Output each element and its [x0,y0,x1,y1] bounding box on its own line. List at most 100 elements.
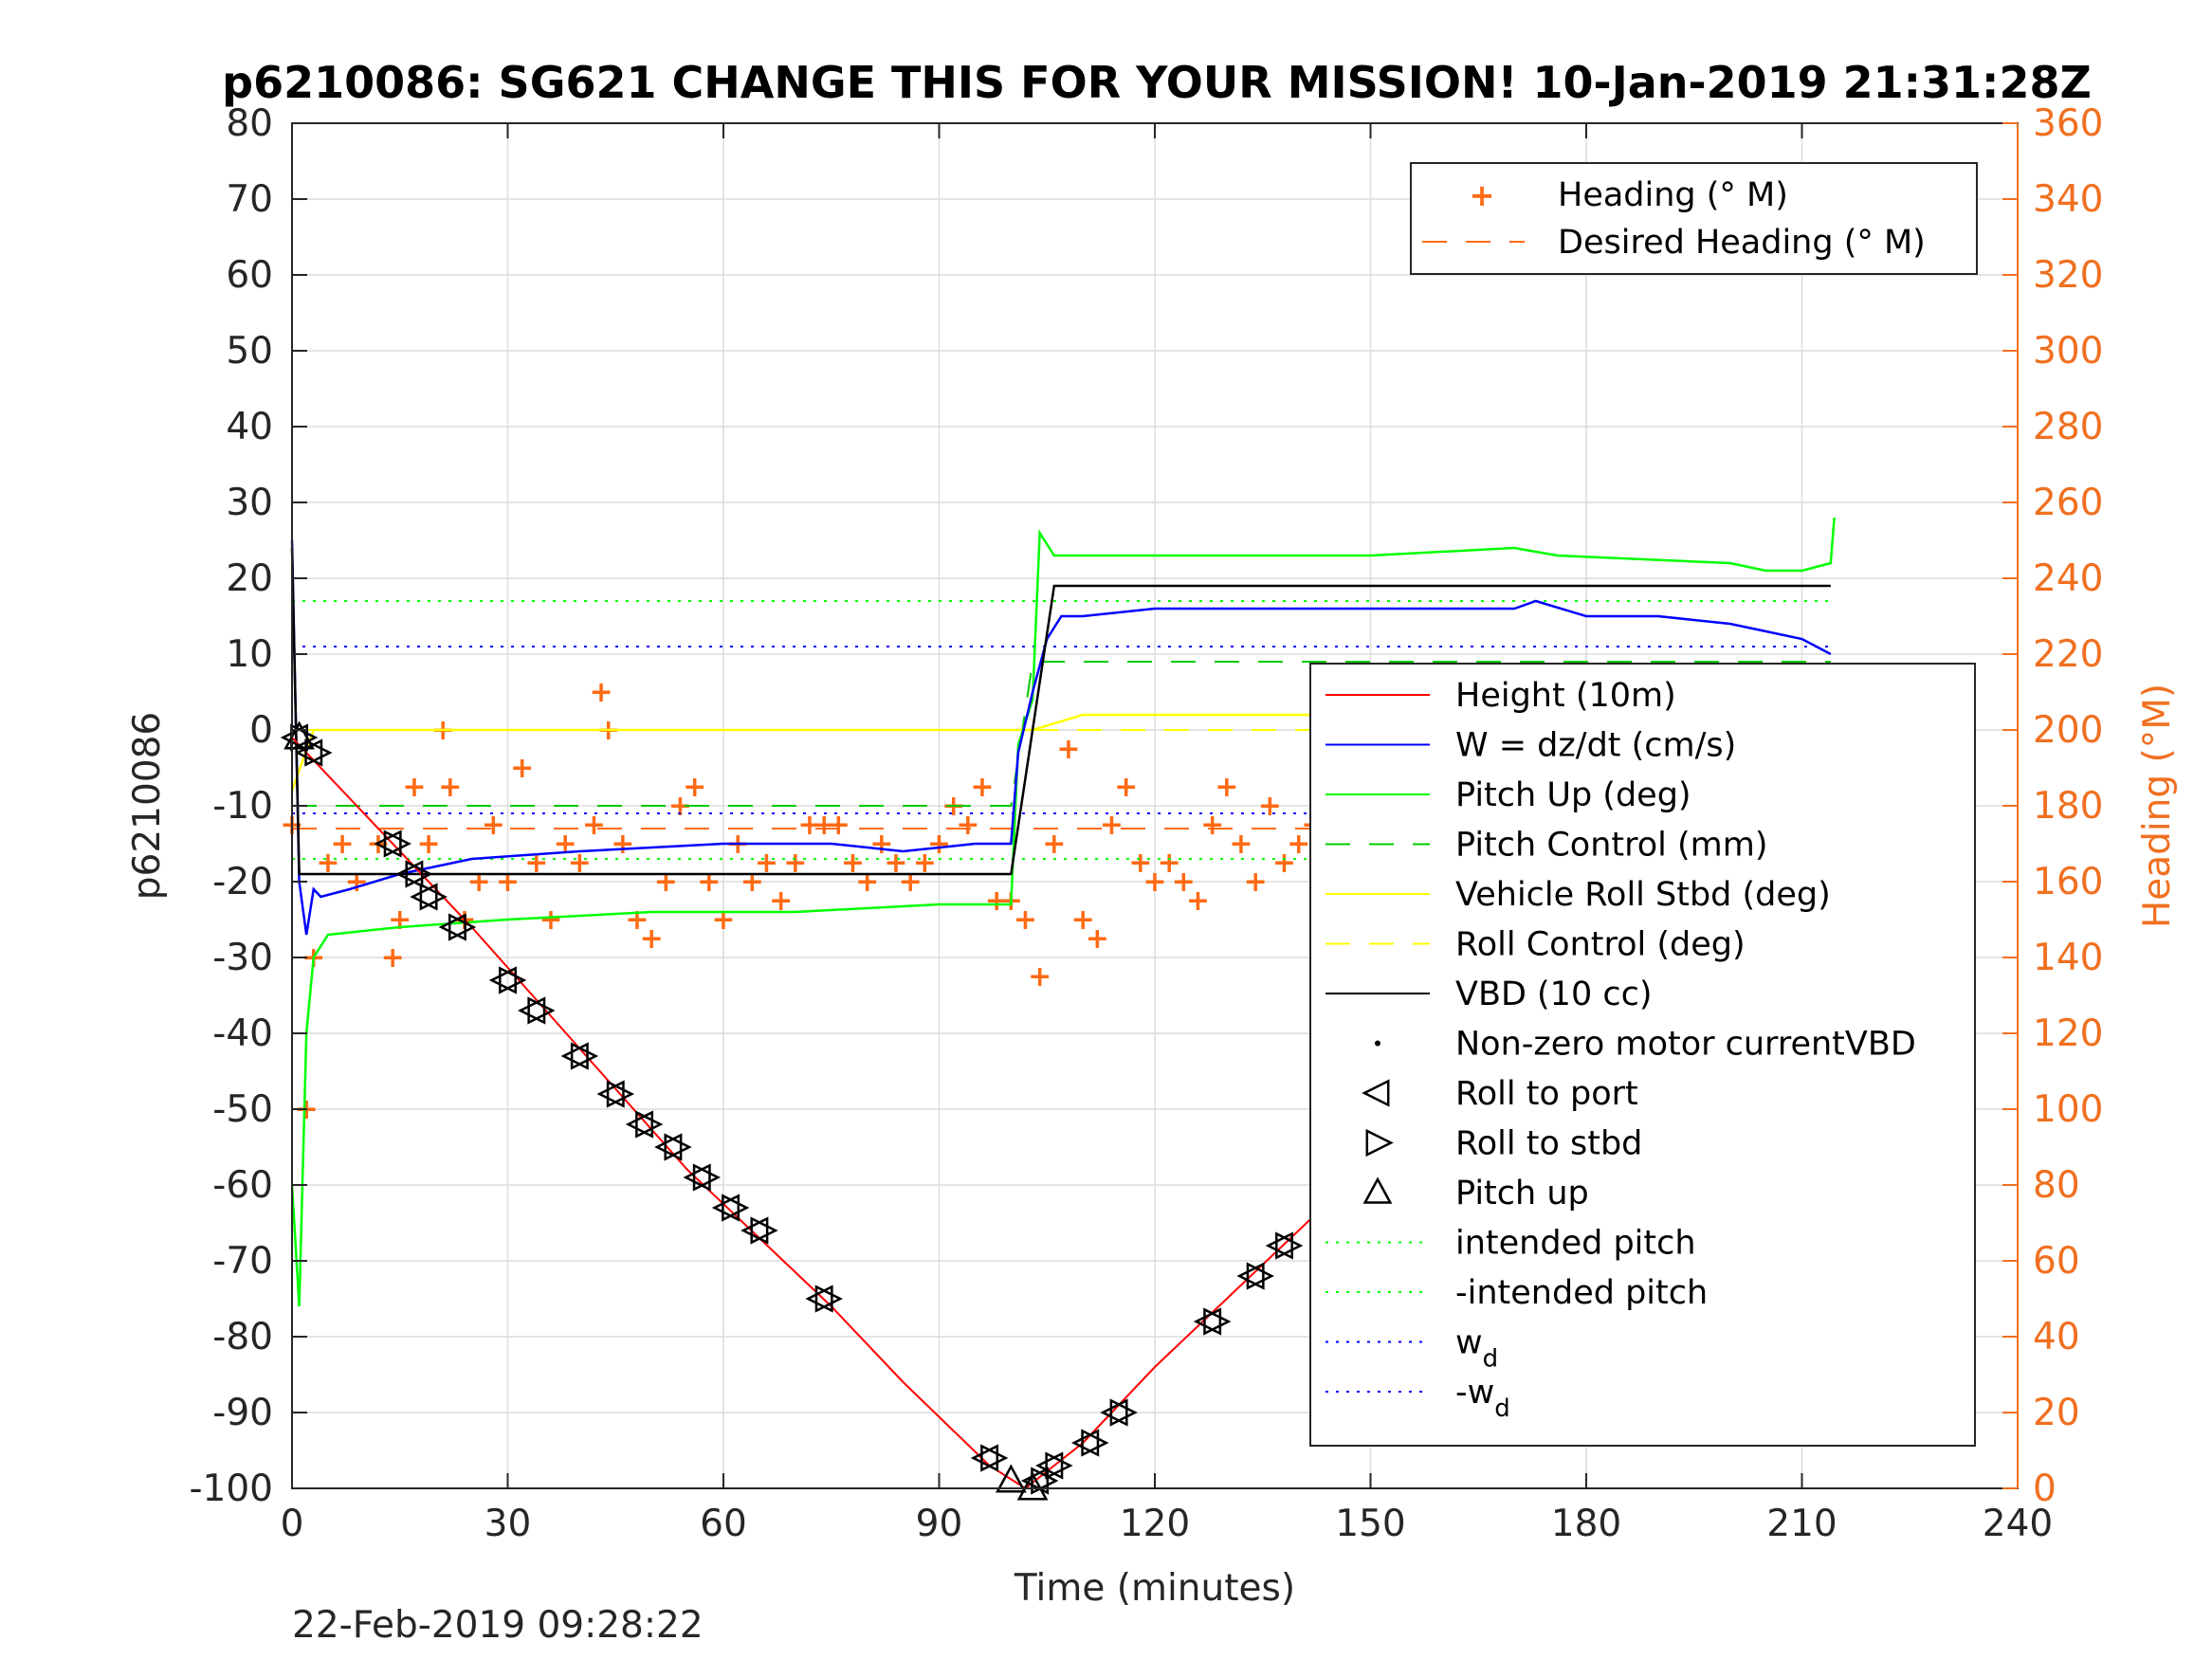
roll-to-stbd-marker [635,1110,664,1139]
y-tick-label: -40 [212,1012,273,1055]
x-tick-label: 120 [1120,1503,1190,1545]
roll-to-stbd-marker [1203,1307,1232,1336]
heading-point: + [1287,828,1310,861]
heading-point: + [1143,866,1166,899]
roll-to-stbd-marker [419,883,448,911]
roll-to-stbd-marker [1109,1398,1138,1427]
series-line [290,539,1832,936]
y-tick-label: 30 [226,482,273,524]
heading-point: + [438,771,462,804]
y2-tick-label: 200 [2033,709,2103,752]
roll-to-port-marker [970,1444,999,1472]
roll-to-stbd-marker [1275,1231,1304,1260]
heading-point: + [611,828,634,861]
heading-point: + [711,903,735,937]
roll-to-port-marker [438,913,466,941]
y2-tick-label: 100 [2033,1088,2103,1131]
legend-label: Roll to port [1455,1075,1638,1113]
heading-point: + [1056,733,1080,766]
legend-label: Pitch Control (mm) [1455,827,1767,865]
y2-tick-label: 140 [2033,937,2103,979]
heading-point: + [381,941,405,975]
roll-to-stbd-marker [1045,1451,1073,1480]
y2-tick-label: 120 [2033,1012,2103,1055]
x-tick-label: 90 [916,1503,963,1545]
heading-point: + [697,866,721,899]
heading-point: + [1229,828,1252,861]
y-tick-label: 20 [226,557,273,600]
roll-to-stbd-marker [750,1216,778,1245]
x-tick-label: 240 [1983,1503,2053,1545]
roll-to-port-marker [410,883,438,911]
pitch-up-marker [995,1464,1027,1493]
axes: 0 30 60 90 120 150 180 210 240-100-90-80-70-60-5… [189,102,2103,1545]
roll-to-stbd-marker [1081,1429,1109,1457]
roll-to-stbd-marker [664,1133,692,1161]
roll-to-stbd-marker [570,1042,599,1070]
y2-tick-label: 300 [2033,330,2103,373]
heading-point: + [869,828,893,861]
pitch-up-marker [1016,1471,1049,1501]
series-line [290,517,1836,1307]
y-tick-label: 40 [226,406,273,448]
roll-to-port-marker [711,1194,740,1222]
footer-timestamp: 22-Feb-2019 09:28:22 [292,1604,704,1647]
heading-point: + [970,771,994,804]
y2-tick-label: 20 [2033,1392,2080,1434]
roll-to-stbd-marker [405,860,433,888]
y-tick-label: -20 [212,861,273,903]
y2-tick-label: 260 [2033,482,2103,524]
roll-to-port-marker [1035,1451,1064,1480]
heading-point: + [402,771,426,804]
heading-point: + [1100,809,1124,842]
x-tick-label: 0 [281,1503,304,1545]
heading-point: + [1086,922,1109,956]
heading-point: + [625,903,649,937]
heading-point: + [683,771,706,804]
roll-to-stbd-marker [1031,1467,1059,1495]
legend-swatch [1375,1040,1380,1047]
heading-point: + [1114,771,1138,804]
heading-point: + [985,884,1009,918]
roll-to-stbd-marker [527,996,556,1025]
roll-to-port-marker [740,1216,769,1245]
heading-point: + [1158,847,1181,880]
x-tick-label: 30 [484,1503,532,1545]
legend-label: Roll to stbd [1455,1125,1642,1163]
heading-point: + [417,828,441,861]
legend-label: intended pitch [1455,1225,1696,1263]
y-tick-label: -70 [212,1240,273,1283]
heading-point: + [539,903,562,937]
roll-to-stbd-marker [304,738,333,767]
legend-subscript: d [1483,1345,1499,1374]
roll-to-port-marker [294,738,323,767]
roll-to-port-marker [1020,1467,1050,1495]
legend-swatch [1365,1128,1394,1158]
y-tick-label: -80 [212,1316,273,1358]
heading-point: + [1186,884,1210,918]
heading-point: + [899,866,923,899]
roll-to-port-marker [805,1285,833,1313]
legend-label: Vehicle Roll Stbd (deg) [1455,876,1831,914]
legend-swatch [1362,1176,1393,1204]
heading-point: + [331,828,355,861]
heading-point: + [1071,903,1095,937]
legend-subscript: d [1494,1395,1510,1423]
series-line [290,547,1831,876]
y-tick-label: -90 [212,1392,273,1434]
roll-to-port-marker [654,1133,683,1161]
y-tick-label: -10 [212,785,273,828]
roll-to-stbd-marker [499,966,527,994]
y2-tick-label: 340 [2033,178,2103,221]
legend-label: Pitch up [1455,1175,1589,1212]
legend-label: VBD (10 cc) [1455,975,1653,1013]
y2-tick-label: 160 [2033,861,2103,903]
y-tick-label: -100 [189,1468,273,1510]
y2-tick-label: 360 [2033,102,2103,145]
legend-heading-label: Heading (° M) [1558,176,1788,214]
x-axis-label: Time (minutes) [1014,1567,1295,1610]
roll-to-port-marker [596,1080,625,1108]
heading-point: + [388,903,411,937]
y-tick-label: -30 [212,937,273,979]
